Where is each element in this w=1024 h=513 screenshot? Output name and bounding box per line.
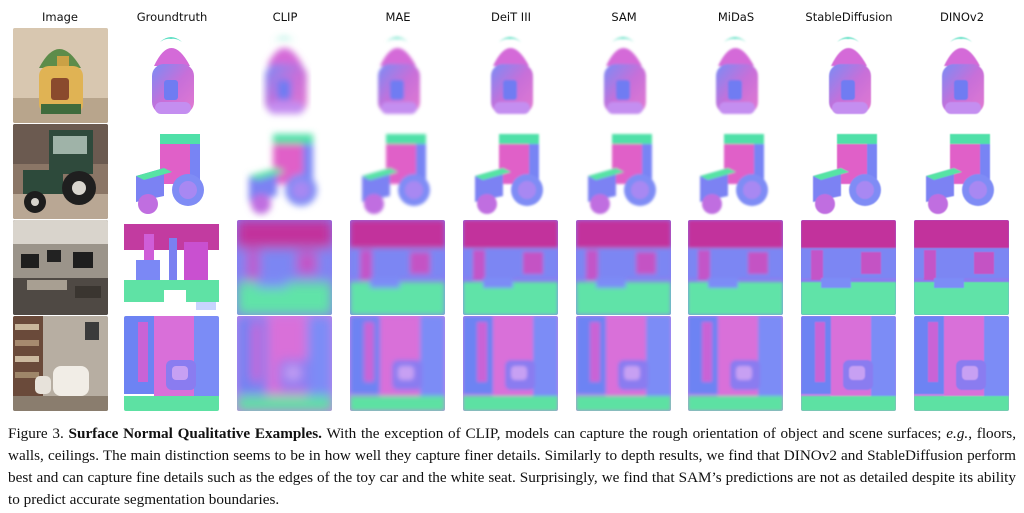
normal-map-room-stablediffusion xyxy=(801,316,896,411)
normal-map-tractor-sam xyxy=(576,124,671,219)
normal-map-office-mae xyxy=(350,220,445,315)
normal-map-tractor-midas xyxy=(688,124,783,219)
col-header-mae: MAE xyxy=(385,10,411,24)
col-header-midas: MiDaS xyxy=(717,10,755,24)
normal-map-room-sam xyxy=(576,316,671,411)
normal-map-office-sam xyxy=(576,220,671,315)
normal-map-office-stablediffusion xyxy=(801,220,896,315)
normal-map-tractor-clip xyxy=(237,124,332,219)
col-header-clip: CLIP xyxy=(272,10,298,24)
normal-map-house-deit-iii xyxy=(463,28,558,123)
input-image-office xyxy=(13,220,108,315)
col-header-image: Image xyxy=(41,10,79,24)
col-header-sam: SAM xyxy=(611,10,637,24)
input-image-tractor xyxy=(13,124,108,219)
normal-map-tractor-groundtruth xyxy=(124,124,219,219)
col-header-deit: DeiT III xyxy=(491,10,531,24)
input-image-room xyxy=(13,316,108,411)
normal-map-office-midas xyxy=(688,220,783,315)
normal-map-room-midas xyxy=(688,316,783,411)
col-header-groundtruth: Groundtruth xyxy=(136,10,208,24)
normal-map-room-deit-iii xyxy=(463,316,558,411)
normal-map-house-stablediffusion xyxy=(801,28,896,123)
col-header-dinov2: DINOv2 xyxy=(939,10,985,24)
caption-label: Figure 3. xyxy=(8,425,64,442)
normal-map-room-clip xyxy=(237,316,332,411)
input-image-house xyxy=(13,28,108,123)
caption-title: Surface Normal Qualitative Examples. xyxy=(68,425,322,442)
normal-map-room-groundtruth xyxy=(124,316,219,411)
caption-eg: e.g. xyxy=(946,425,969,442)
normal-map-office-clip xyxy=(237,220,332,315)
normal-map-tractor-mae xyxy=(350,124,445,219)
normal-map-tractor-stablediffusion xyxy=(801,124,896,219)
normal-map-room-mae xyxy=(350,316,445,411)
normal-map-house-sam xyxy=(576,28,671,123)
normal-map-tractor-dinov2 xyxy=(914,124,1009,219)
normal-map-office-deit-iii xyxy=(463,220,558,315)
normal-map-house-clip xyxy=(237,28,332,123)
normal-map-tractor-deit-iii xyxy=(463,124,558,219)
normal-map-house-dinov2 xyxy=(914,28,1009,123)
caption-part2: , floors, walls, ceilings. The main dist… xyxy=(8,425,1016,508)
figure-caption: Figure 3. Surface Normal Qualitative Exa… xyxy=(8,423,1016,511)
col-header-stablediffusion: StableDiffusion xyxy=(805,10,893,24)
caption-part1: With the exception of CLIP, models can c… xyxy=(326,425,942,442)
normal-map-house-mae xyxy=(350,28,445,123)
normal-map-office-dinov2 xyxy=(914,220,1009,315)
normal-map-house-midas xyxy=(688,28,783,123)
normal-map-house-groundtruth xyxy=(124,28,219,123)
normal-map-office-groundtruth xyxy=(124,220,219,315)
normal-map-room-dinov2 xyxy=(914,316,1009,411)
